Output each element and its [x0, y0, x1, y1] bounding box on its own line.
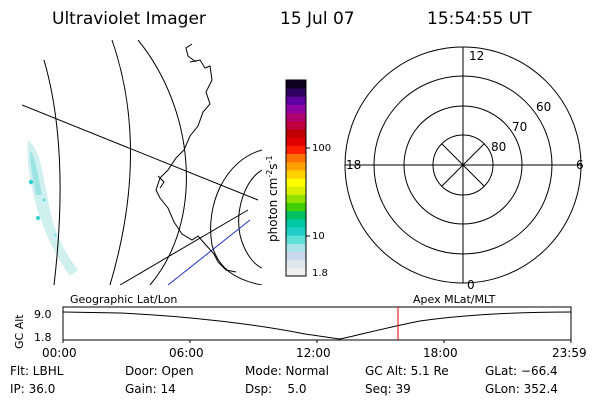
alt-right-caption: Apex MLat/MLT [413, 293, 496, 306]
colorbar-segment [286, 120, 306, 130]
alt-x-tick-2359: 23:59 [552, 346, 587, 360]
colorbar-segment [286, 235, 306, 244]
alt-x-tick-0600: 06:00 [169, 346, 204, 360]
alt-x-tick-0000: 00:00 [42, 346, 77, 360]
altitude-curve [62, 311, 572, 340]
instrument-title: Ultraviolet Imager [52, 9, 206, 29]
colorbar-segment [286, 104, 306, 114]
alt-y-tick-9: 9.0 [34, 308, 52, 321]
lat-label-60: 60 [536, 100, 551, 114]
colorbar-segment [286, 137, 306, 146]
lat-label-70: 70 [512, 120, 527, 134]
auroral-emission [27, 140, 78, 276]
colorbar-segment [286, 112, 306, 122]
lat-label-80: 80 [491, 140, 506, 154]
mlt-label-0: 0 [467, 278, 475, 292]
alt-x-tick-1200: 12:00 [296, 346, 331, 360]
alt-y-tick-1-8: 1.8 [34, 331, 52, 344]
colorbar-segment [286, 251, 306, 261]
colorbar-segment [286, 129, 306, 138]
date-label: 15 Jul 07 [280, 9, 355, 29]
info-seq: Seq: 39 [365, 382, 411, 396]
colorbar-segment [286, 243, 306, 252]
colorbar-tick-10: 10 [312, 231, 325, 242]
colorbar-segment [286, 169, 306, 179]
info-door: Door: Open [125, 364, 194, 378]
info-glon: GLon: 352.4 [485, 382, 558, 396]
mlt-label-18: 18 [346, 158, 361, 172]
colorbar-segment [286, 194, 306, 203]
alt-x-tick-1800: 18:00 [423, 346, 458, 360]
colorbar-segment [286, 259, 306, 269]
info-ip: IP: 36.0 [10, 382, 56, 396]
info-mode: Mode: Normal [245, 364, 329, 378]
colorbar-label: photon cm-2s-1 [265, 155, 280, 242]
colorbar-segment [286, 96, 306, 105]
colorbar-segment [286, 80, 306, 89]
colorbar-segment [286, 186, 306, 195]
mlt-label-6: 6 [576, 158, 584, 172]
colorbar-segment [286, 161, 306, 171]
colorbar-segment [286, 178, 306, 187]
alt-left-caption: Geographic Lat/Lon [70, 293, 177, 306]
info-dsp: Dsp: 5.0 [245, 382, 307, 396]
colorbar-segment [286, 202, 306, 212]
colorbar-segment [286, 145, 306, 154]
colorbar-segment [286, 218, 306, 228]
colorbar-segment [286, 227, 306, 236]
colorbar-tick-1-8: 1.8 [312, 268, 328, 279]
colorbar-segment [286, 210, 306, 220]
colorbar-segment [286, 267, 306, 277]
info-flt: Flt: LBHL [10, 364, 64, 378]
colorbar-segment [286, 153, 306, 163]
mlt-label-12: 12 [469, 49, 484, 63]
info-glat: GLat: −66.4 [485, 364, 558, 378]
alt-y-axis-label: GC Alt [13, 314, 26, 349]
time-label: 15:54:55 UT [427, 9, 532, 29]
info-gc-alt: GC Alt: 5.1 Re [365, 364, 449, 378]
colorbar-tick-100: 100 [312, 143, 331, 154]
colorbar-segment [286, 88, 306, 97]
info-gain: Gain: 14 [125, 382, 176, 396]
